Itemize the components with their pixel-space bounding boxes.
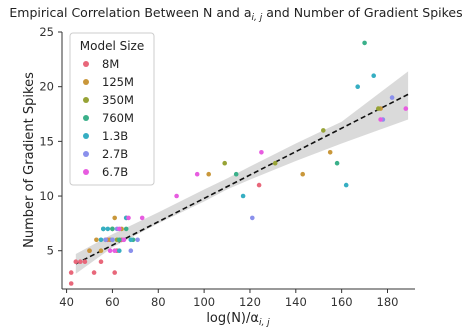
data-point-125m: [206, 171, 211, 177]
data-point-350m: [376, 106, 381, 111]
legend-label-2-7b: 2.7B: [102, 147, 128, 161]
data-point-1-3b: [240, 193, 246, 199]
data-point-125m: [327, 150, 333, 155]
data-point-8m: [256, 182, 262, 188]
data-point-760m: [123, 226, 129, 232]
data-point-8m: [68, 270, 74, 275]
data-point-760m: [110, 226, 115, 232]
data-point-6-7b: [194, 171, 200, 177]
legend-marker-125m: [83, 79, 89, 85]
data-point-6-7b: [126, 215, 131, 221]
data-point-1-3b: [117, 248, 122, 253]
confidence-band-layer: [75, 71, 409, 274]
chart-title-tail: and Number of Gradient Spikes: [262, 5, 462, 20]
data-point-6-7b: [403, 106, 409, 111]
legend-marker-350m: [83, 97, 89, 103]
data-point-1-3b: [101, 226, 106, 232]
y-tick-label: 15: [39, 134, 54, 148]
x-axis-label: log(N)/αi, j: [206, 311, 270, 328]
data-point-1-3b: [105, 226, 111, 232]
data-point-2-7b: [110, 237, 115, 243]
y-tick-labels: 5 10 15 20 25: [39, 25, 62, 258]
data-point-2-7b: [135, 237, 140, 243]
legend-label-350m: 350M: [102, 93, 134, 107]
data-point-8m: [112, 270, 117, 275]
data-point-125m: [94, 237, 99, 243]
legend-label-125m: 125M: [102, 75, 134, 89]
x-tick-label: 100: [193, 295, 215, 309]
data-point-8m: [78, 259, 83, 265]
data-point-1-3b: [371, 73, 377, 78]
x-tick-labels: 40 60 80 100 120 140 160 180: [59, 289, 398, 309]
legend-marker-8m: [83, 61, 89, 67]
data-point-1-3b: [355, 84, 361, 89]
legend: Model Size 8M 125M 350M 760M 1.3B 2.7B 6.7B: [69, 32, 155, 186]
data-point-2-7b: [250, 215, 255, 221]
chart-title: Empirical Correlation Between N and ai, …: [9, 5, 462, 23]
trend-line-layer: [75, 93, 409, 265]
data-point-2-7b: [128, 248, 134, 253]
x-tick-label: 160: [331, 295, 353, 309]
x-axis-label-subscript: i, j: [259, 318, 270, 328]
data-point-8m: [73, 259, 79, 265]
legend-marker-1-3b: [83, 133, 89, 139]
data-point-2-7b: [103, 237, 108, 243]
data-point-2-7b: [389, 95, 395, 100]
data-point-6-7b: [112, 248, 117, 253]
data-point-125m: [112, 215, 117, 221]
data-point-760m: [117, 237, 122, 243]
data-point-350m: [272, 160, 278, 166]
legend-marker-2-7b: [83, 151, 89, 157]
legend-marker-760m: [83, 115, 89, 121]
data-point-760m: [233, 171, 239, 177]
data-point-125m: [98, 248, 104, 253]
legend-label-8m: 8M: [102, 57, 119, 71]
x-tick-label: 180: [377, 295, 399, 309]
trend-line: [75, 93, 409, 265]
data-point-8m: [98, 259, 104, 265]
legend-label-760m: 760M: [102, 111, 134, 125]
legend-label-1-3b: 1.3B: [102, 129, 128, 143]
data-point-6-7b: [121, 237, 127, 243]
x-tick-label: 140: [285, 295, 307, 309]
data-point-350m: [222, 160, 227, 166]
x-tick-label: 80: [151, 295, 166, 309]
legend-title: Model Size: [80, 39, 144, 53]
data-point-350m: [321, 128, 326, 133]
data-point-760m: [334, 160, 340, 166]
data-point-8m: [82, 259, 88, 265]
data-point-6-7b: [174, 193, 179, 199]
x-tick-label: 120: [239, 295, 261, 309]
data-point-8m: [68, 281, 74, 286]
data-points-layer: [68, 40, 409, 286]
data-point-8m: [91, 270, 97, 275]
y-tick-label: 5: [47, 244, 54, 258]
x-tick-label: 40: [59, 295, 74, 309]
x-tick-label: 60: [105, 295, 120, 309]
data-point-1-3b: [128, 237, 134, 243]
data-point-125m: [87, 248, 92, 253]
y-tick-label: 10: [39, 189, 54, 203]
data-point-6-7b: [117, 226, 122, 232]
data-point-6-7b: [378, 117, 383, 122]
data-point-6-7b: [107, 248, 113, 253]
legend-items: 8M 125M 350M 760M 1.3B 2.7B 6.7B: [83, 57, 134, 179]
data-point-1-3b: [343, 182, 349, 188]
data-point-125m: [300, 171, 306, 177]
y-tick-label: 25: [39, 25, 54, 39]
legend-marker-6-7b: [83, 169, 89, 175]
legend-box: [69, 32, 155, 186]
legend-label-6-7b: 6.7B: [102, 165, 128, 179]
y-axis-label: Number of Gradient Spikes: [22, 72, 37, 248]
data-point-6-7b: [139, 215, 145, 221]
data-point-760m: [362, 40, 367, 46]
data-point-6-7b: [259, 150, 264, 155]
chart-title-subscript: i, j: [252, 13, 263, 23]
data-point-1-3b: [98, 237, 104, 243]
confidence-band: [75, 71, 409, 274]
y-tick-label: 20: [39, 80, 54, 94]
